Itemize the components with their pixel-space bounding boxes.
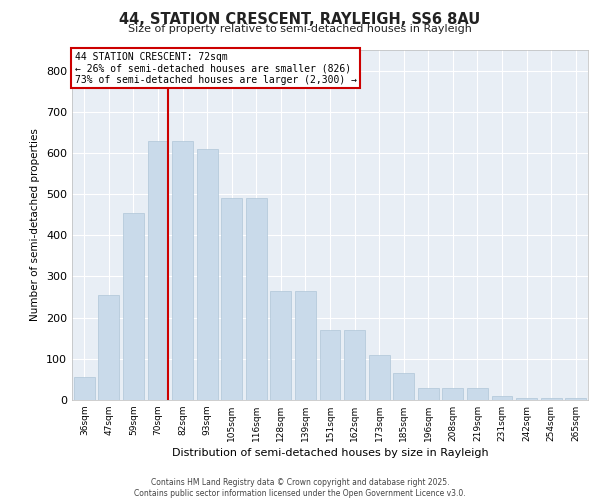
Bar bbox=[197, 149, 218, 400]
Bar bbox=[467, 388, 488, 400]
Bar bbox=[418, 388, 439, 400]
Text: 44, STATION CRESCENT, RAYLEIGH, SS6 8AU: 44, STATION CRESCENT, RAYLEIGH, SS6 8AU bbox=[119, 12, 481, 28]
Bar bbox=[172, 140, 193, 400]
Bar bbox=[295, 291, 316, 400]
Bar bbox=[565, 398, 586, 400]
Bar bbox=[516, 398, 537, 400]
Bar bbox=[344, 330, 365, 400]
Bar bbox=[393, 373, 414, 400]
X-axis label: Distribution of semi-detached houses by size in Rayleigh: Distribution of semi-detached houses by … bbox=[172, 448, 488, 458]
Bar bbox=[491, 396, 512, 400]
Text: Contains HM Land Registry data © Crown copyright and database right 2025.
Contai: Contains HM Land Registry data © Crown c… bbox=[134, 478, 466, 498]
Bar bbox=[221, 198, 242, 400]
Bar bbox=[123, 212, 144, 400]
Bar bbox=[98, 295, 119, 400]
Bar bbox=[74, 378, 95, 400]
Bar bbox=[148, 140, 169, 400]
Bar bbox=[320, 330, 340, 400]
Text: 44 STATION CRESCENT: 72sqm
← 26% of semi-detached houses are smaller (826)
73% o: 44 STATION CRESCENT: 72sqm ← 26% of semi… bbox=[74, 52, 356, 85]
Bar bbox=[442, 388, 463, 400]
Bar bbox=[246, 198, 267, 400]
Y-axis label: Number of semi-detached properties: Number of semi-detached properties bbox=[31, 128, 40, 322]
Bar bbox=[541, 398, 562, 400]
Bar bbox=[368, 354, 389, 400]
Text: Size of property relative to semi-detached houses in Rayleigh: Size of property relative to semi-detach… bbox=[128, 24, 472, 34]
Bar bbox=[271, 291, 292, 400]
